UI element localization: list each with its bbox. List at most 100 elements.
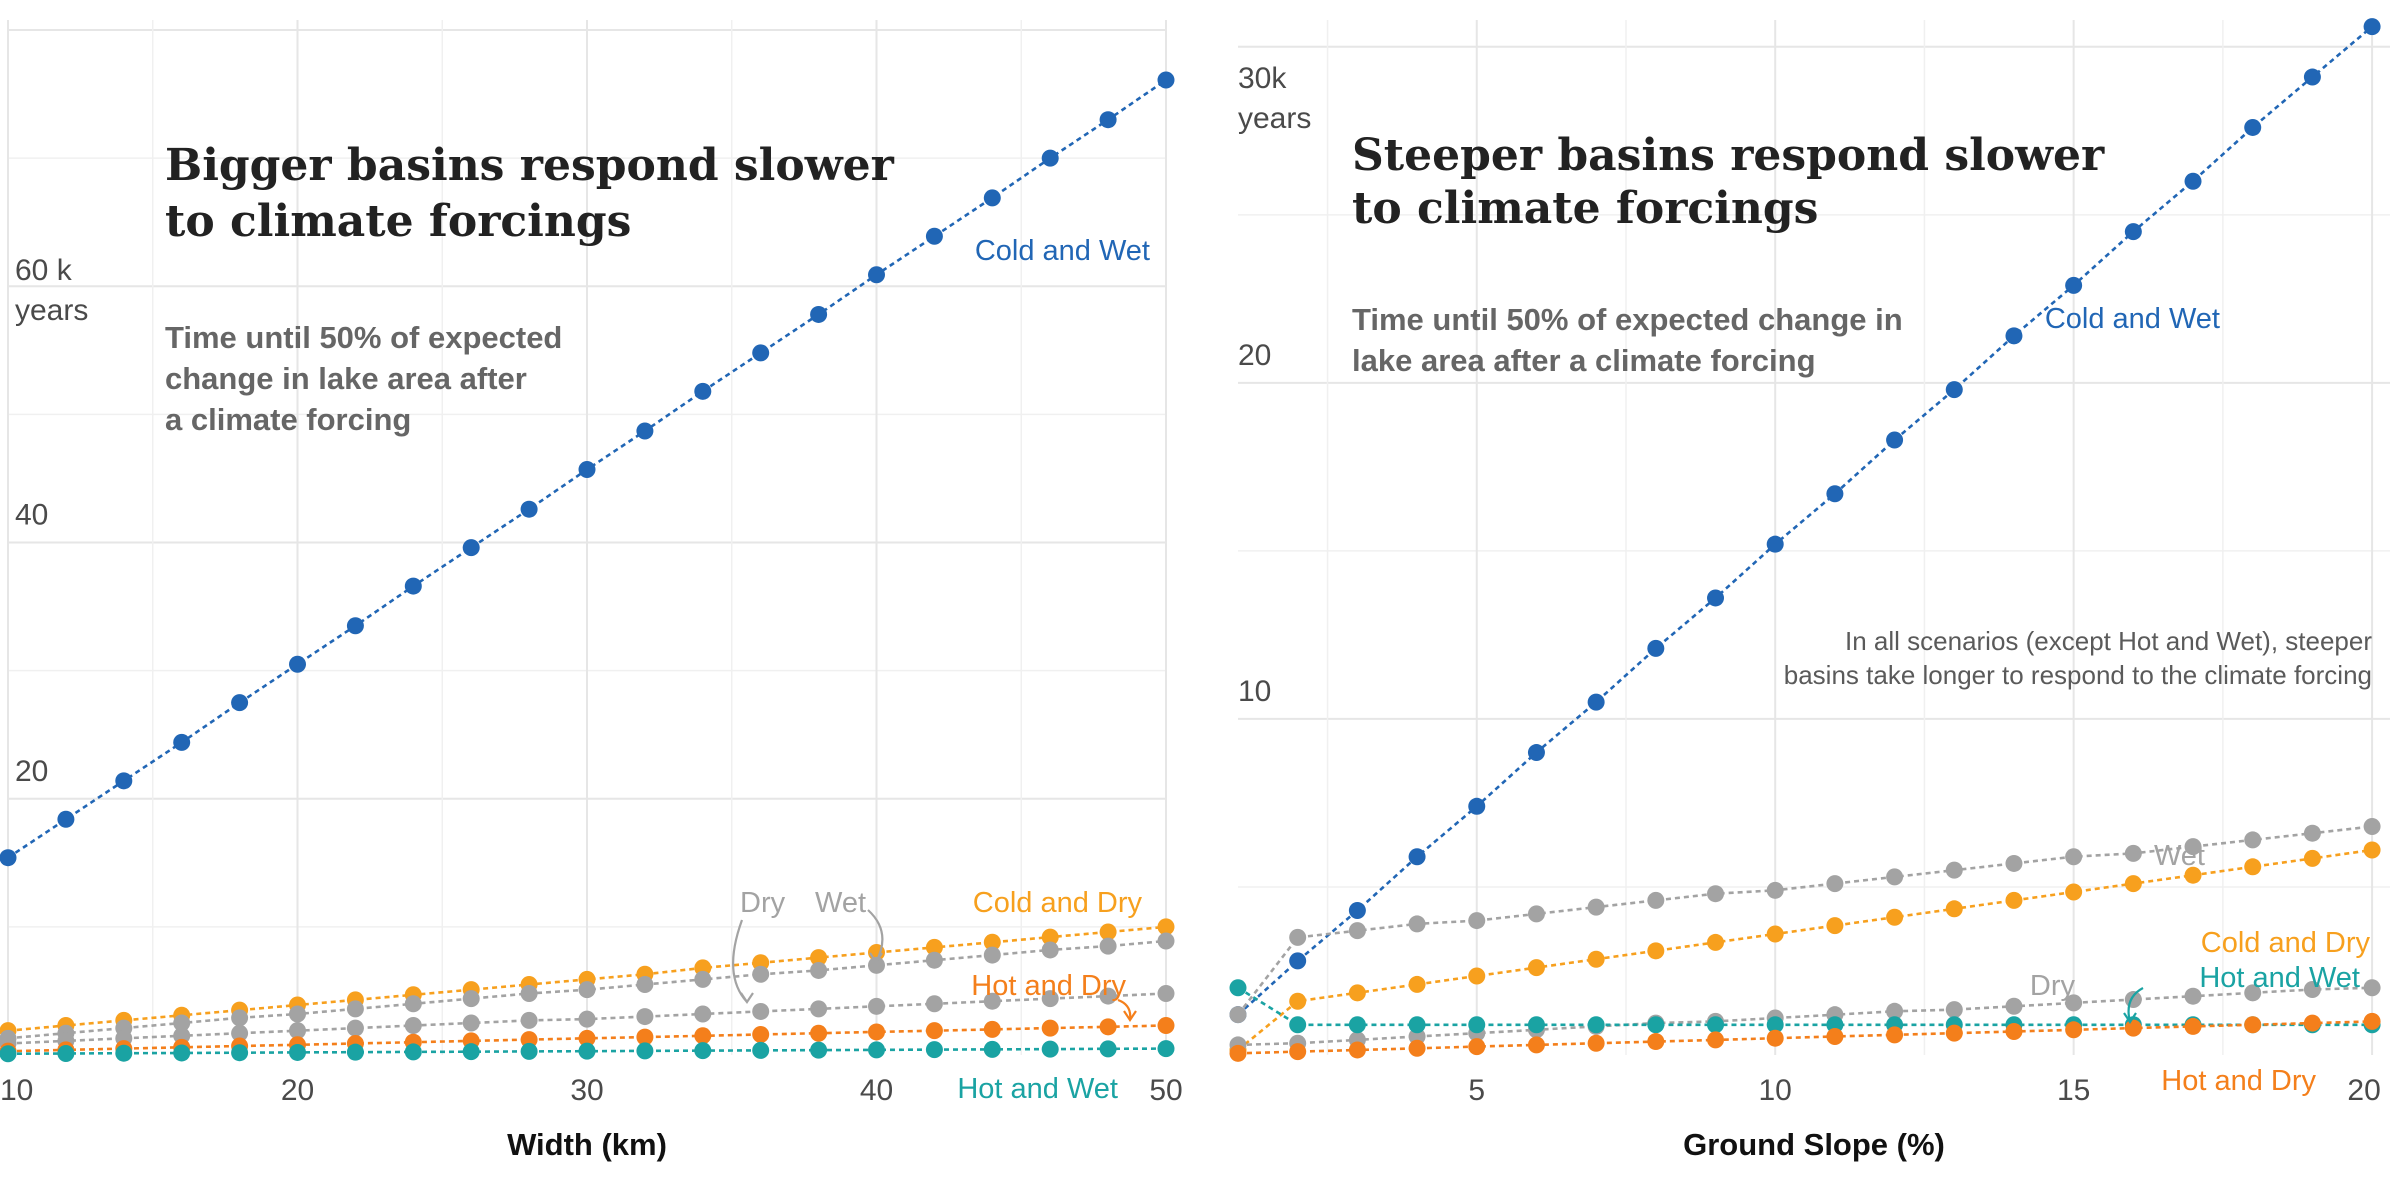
data-point	[925, 951, 943, 969]
data-point	[636, 976, 654, 994]
series-line	[7, 939, 1167, 1040]
data-point	[1766, 535, 1784, 553]
series-hot-and-wet	[0, 1040, 1175, 1063]
data-point	[2244, 1016, 2262, 1034]
data-point	[1707, 933, 1725, 951]
data-point	[810, 1024, 828, 1042]
data-point	[1945, 1024, 1963, 1042]
data-point	[1229, 1044, 1247, 1062]
data-point	[1157, 1040, 1175, 1058]
data-point	[1041, 1019, 1059, 1037]
series-wet	[1229, 817, 2381, 1024]
data-point	[1826, 1028, 1844, 1046]
data-point	[520, 1031, 538, 1049]
x-tick-label: 50	[1149, 1074, 1182, 1107]
chart-1: 10 20 30 40 50 20 40 60 k years Width (km) Cold an…	[0, 20, 1183, 1162]
data-point	[1468, 967, 1486, 985]
data-point	[2065, 848, 2083, 866]
data-point	[462, 1043, 480, 1061]
data-point	[1945, 1001, 1963, 1019]
series-line	[7, 925, 1167, 1032]
data-point	[1527, 1016, 1545, 1034]
data-point	[2363, 18, 2381, 36]
data-point	[1587, 693, 1605, 711]
series-label-cold-and-dry: Cold and Dry	[973, 887, 1143, 919]
series-label-cold-and-dry: Cold and Dry	[2201, 927, 2371, 959]
data-point	[1707, 885, 1725, 903]
data-point	[231, 1024, 249, 1042]
data-point	[868, 266, 885, 284]
data-point	[636, 1042, 654, 1060]
series-label-cold-and-wet: Cold and Wet	[2045, 303, 2220, 335]
data-point	[694, 970, 712, 988]
y-tick-label: 20	[1238, 339, 1271, 372]
data-point	[578, 1029, 596, 1047]
y-axis-unit: years	[1238, 102, 1311, 135]
data-point	[1099, 937, 1117, 955]
data-point	[1408, 915, 1426, 933]
data-point	[2065, 276, 2083, 294]
annotation-line: basins take longer to respond to the cli…	[1784, 660, 2372, 690]
series-label-dry: Dry	[2030, 970, 2076, 1002]
chart-subtitle-line: Time until 50% of expected	[165, 320, 562, 355]
data-point	[578, 460, 596, 478]
series-label-hot-and-dry: Hot and Dry	[2161, 1065, 2316, 1097]
data-point	[520, 1011, 538, 1029]
data-point	[1468, 1038, 1486, 1056]
data-point	[983, 933, 1001, 951]
data-point	[2124, 844, 2142, 862]
data-point	[1289, 1016, 1307, 1034]
data-point	[2184, 987, 2202, 1005]
data-point	[2363, 1012, 2381, 1030]
data-point	[1289, 1043, 1307, 1061]
x-tick-label: 20	[2347, 1074, 2380, 1107]
data-point	[694, 1042, 712, 1060]
x-tick-label: 20	[281, 1074, 314, 1107]
data-point	[1099, 1040, 1117, 1058]
chart-subtitle-line: a climate forcing	[165, 402, 411, 437]
data-point	[1099, 987, 1117, 1005]
data-point	[636, 1008, 654, 1026]
data-point	[2005, 891, 2023, 909]
data-point	[1647, 1033, 1665, 1051]
data-point	[2184, 1017, 2202, 1035]
data-point	[520, 500, 538, 518]
data-point	[0, 1045, 17, 1063]
hot-and-wet-arrow-head	[2123, 1012, 2137, 1024]
data-point	[1826, 1016, 1844, 1034]
data-point	[1587, 898, 1605, 916]
data-point	[1945, 900, 1963, 918]
data-point	[810, 1041, 828, 1059]
data-point	[0, 849, 17, 867]
x-tick-label: 40	[860, 1074, 893, 1107]
data-point	[868, 997, 885, 1015]
data-point	[1408, 1016, 1426, 1034]
data-point	[578, 981, 596, 999]
hot-and-wet-arrow	[2127, 987, 2144, 1023]
data-point	[2303, 824, 2321, 842]
data-point	[925, 1022, 943, 1040]
x-tick-label: 30	[570, 1074, 603, 1107]
wet-arrow-head	[869, 952, 883, 964]
data-point	[1886, 431, 1904, 449]
data-point	[810, 305, 828, 323]
data-point	[752, 1041, 770, 1059]
data-point	[2244, 831, 2262, 849]
series-label-wet: Wet	[815, 887, 866, 919]
data-point	[1041, 928, 1059, 946]
data-point	[2184, 866, 2202, 884]
hot-and-dry-arrow-head	[1123, 1010, 1137, 1022]
x-axis-title: Ground Slope (%)	[1683, 1127, 1945, 1162]
data-point	[173, 1014, 191, 1032]
series-line	[1237, 848, 2373, 1052]
data-point	[1157, 985, 1175, 1002]
data-point	[868, 1041, 885, 1059]
data-point	[2303, 1014, 2321, 1032]
data-point	[1408, 975, 1426, 993]
series-label-cold-and-wet: Cold and Wet	[975, 235, 1150, 267]
series-label-dry: Dry	[740, 887, 786, 919]
data-point	[1766, 1016, 1784, 1034]
data-point	[1647, 639, 1665, 657]
